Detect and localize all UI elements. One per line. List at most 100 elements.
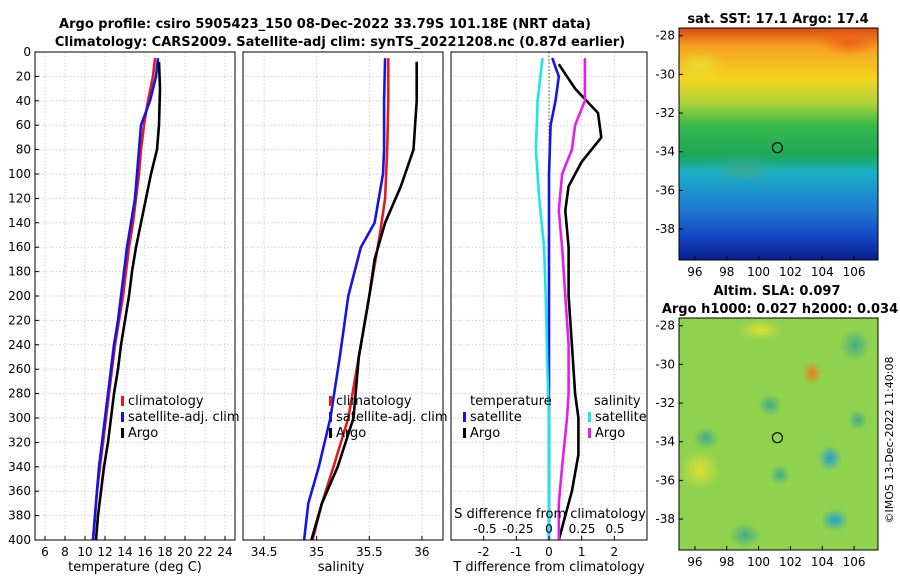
sla-orange-patch: [802, 361, 822, 385]
salinity-xlabel: salinity: [318, 560, 365, 575]
sla-yellow-patch-1: [738, 320, 782, 340]
x-tick-label: 6: [41, 545, 49, 559]
imos-watermark: ©IMOS 13-Dec-2022 11:40:08: [883, 357, 896, 524]
legend-t-sat-swatch: [463, 412, 466, 422]
salinity-ticks: 34.5 35 35.5 36: [251, 536, 430, 559]
sal-legend-swatch-argo: [329, 428, 332, 438]
sla-blue-patch-2: [821, 509, 849, 531]
sla-map-frame: [678, 317, 879, 551]
sla-teal-patch-1: [840, 329, 870, 361]
salinity-grid: [243, 51, 443, 541]
legend-s-sat-swatch: [588, 412, 591, 422]
sla-yellow-patch-2: [680, 450, 720, 490]
legend-swatch-climatology: [121, 396, 124, 406]
x-tick-label: -2: [478, 545, 490, 559]
temperature-series: [91, 57, 162, 541]
lon-tick-label: 102: [779, 555, 802, 569]
lon-tick-label: 96: [687, 265, 702, 279]
y-tick-label: 140: [8, 216, 31, 230]
sst-float-marker: [771, 142, 783, 154]
y-tick-label: 40: [16, 94, 31, 108]
series-line-s-argo: [557, 58, 587, 540]
legend-t-sat-label: satellite: [470, 410, 522, 425]
temperature-xlabel: temperature (deg C): [68, 560, 202, 575]
legend-t-title: temperature: [470, 394, 552, 409]
sla-teal-patch-3: [693, 427, 719, 449]
y-tick-label: 220: [8, 313, 31, 327]
legend-s-argo-swatch: [588, 428, 591, 438]
x-tick-label: 10: [77, 545, 92, 559]
y-tick-label: 160: [8, 240, 31, 254]
y-tick-label: 320: [8, 435, 31, 449]
legend-s-title: salinity: [594, 394, 641, 409]
sst-teal-patch: [710, 156, 780, 184]
y-tick-label: 340: [8, 460, 31, 474]
salinity-panel: 34.5 35 35.5 36 salinity climatology satell…: [242, 51, 448, 575]
x-tick-label: 2: [611, 545, 619, 559]
y-tick-label: 400: [8, 533, 31, 547]
y-tick-label: 300: [8, 411, 31, 425]
lat-tick-label: -38: [655, 512, 675, 526]
series-line-t-argo: [557, 63, 603, 541]
salinity-series: [302, 58, 419, 541]
lon-tick-label: 100: [747, 555, 770, 569]
lat-tick-label: -36: [655, 183, 675, 197]
lat-tick-label: -32: [655, 106, 675, 120]
sla-map-title1: Altim. SLA: 0.097: [714, 284, 841, 299]
difference-series: [534, 57, 603, 541]
lon-tick-label: 100: [747, 265, 770, 279]
x-tick-label: 34.5: [251, 545, 278, 559]
series-line-argo: [94, 61, 162, 541]
lon-tick-label: 96: [687, 555, 702, 569]
y-tick-label: 360: [8, 484, 31, 498]
y-tick-label: 120: [8, 191, 31, 205]
sla-blue-patch-1: [818, 445, 842, 471]
s-diff-tick-label: 0: [545, 522, 553, 536]
x-tick-label: 16: [137, 545, 152, 559]
sst-warm-patch: [820, 28, 880, 56]
lon-tick-label: 106: [843, 265, 866, 279]
x-tick-label: 35.5: [356, 545, 383, 559]
temperature-ticks: 6 8 10 12 14 16 18 20 22 24: [41, 536, 233, 559]
sla-teal-patch-6: [770, 465, 790, 485]
lat-tick-label: -28: [655, 29, 675, 43]
lon-tick-label: 98: [719, 265, 734, 279]
temperature-legend: climatology satellite-adj. clim Argo: [121, 394, 240, 441]
sst-map-title: sat. SST: 17.1 Argo: 17.4: [687, 12, 868, 27]
s-diff-tick-label: -0.5: [473, 522, 496, 536]
legend-swatch-satellite: [121, 412, 124, 422]
series-line-climatology: [311, 58, 390, 541]
y-tick-label: 280: [8, 387, 31, 401]
lat-tick-label: -28: [655, 319, 675, 333]
x-tick-label: 20: [177, 545, 192, 559]
legend-s-sat-label: satellite: [595, 410, 647, 425]
series-line-t-satellite: [547, 57, 561, 540]
legend-label-satellite: satellite-adj. clim: [128, 410, 240, 425]
x-tick-label: 14: [117, 545, 132, 559]
sla-teal-patch-5: [848, 410, 868, 430]
sal-legend-label-argo: Argo: [336, 426, 366, 441]
sla-map-title2: Argo h1000: 0.027 h2000: 0.034: [662, 302, 898, 317]
sla-lat-ticks: -28 -30 -32 -34 -36 -38: [655, 319, 683, 526]
y-tick-label: 240: [8, 338, 31, 352]
lon-tick-label: 104: [811, 555, 834, 569]
lon-tick-label: 104: [811, 265, 834, 279]
lat-tick-label: -36: [655, 473, 675, 487]
y-tick-label: 100: [8, 167, 31, 181]
depth-ticks: 0 20 40 60 80 100 120 140 160 180 200 220 240 260 280 3…: [8, 45, 39, 547]
legend-s-argo-label: Argo: [595, 426, 625, 441]
x-tick-label: 36: [414, 545, 429, 559]
legend-label-climatology: climatology: [128, 394, 204, 409]
x-tick-label: 22: [197, 545, 212, 559]
lon-tick-label: 102: [779, 265, 802, 279]
s-diff-tick-label: 0.5: [605, 522, 624, 536]
legend-label-argo: Argo: [128, 426, 158, 441]
y-tick-label: 380: [8, 509, 31, 523]
temperature-grid: [35, 51, 235, 541]
sst-map-frame: [678, 27, 879, 261]
t-diff-ticks: -2 -1 0 1 2: [478, 536, 618, 559]
series-line-argo: [310, 61, 419, 541]
x-tick-label: 24: [217, 545, 232, 559]
legend-t-argo-swatch: [463, 428, 466, 438]
